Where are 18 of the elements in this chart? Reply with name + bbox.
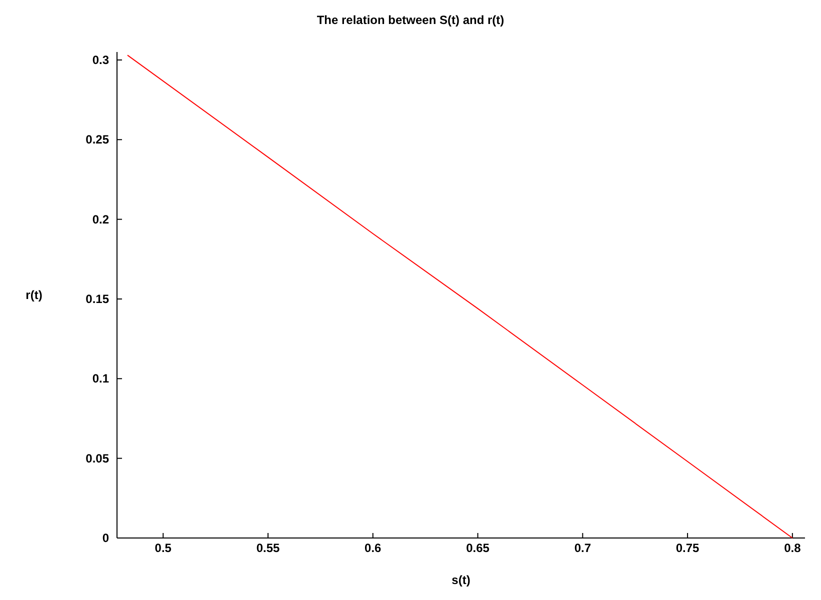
y-axis-title: r(t) [26,288,42,302]
y-tick-label: 0.1 [92,372,110,386]
x-tick-label: 0.75 [676,541,700,555]
y-tick-label: 0.3 [92,52,110,67]
x-tick-label: 0.8 [784,541,802,555]
y-tick-label: 0.05 [86,451,110,466]
x-tick-label: 0.5 [154,541,172,555]
x-tick-label: 0.55 [256,541,280,555]
y-tick-label: 0 [102,531,110,545]
x-tick-label: 0.7 [574,541,592,555]
x-tick-label: 0.6 [364,541,382,555]
x-tick-label: 0.65 [466,541,490,555]
y-tick-label: 0.15 [86,292,110,306]
chart-title: The relation between S(t) and r(t) [316,13,504,27]
y-tick-label: 0.2 [92,212,110,226]
line-series [126,54,793,538]
x-axis-title: s(t) [452,573,470,587]
y-tick-label: 0.25 [86,132,110,147]
